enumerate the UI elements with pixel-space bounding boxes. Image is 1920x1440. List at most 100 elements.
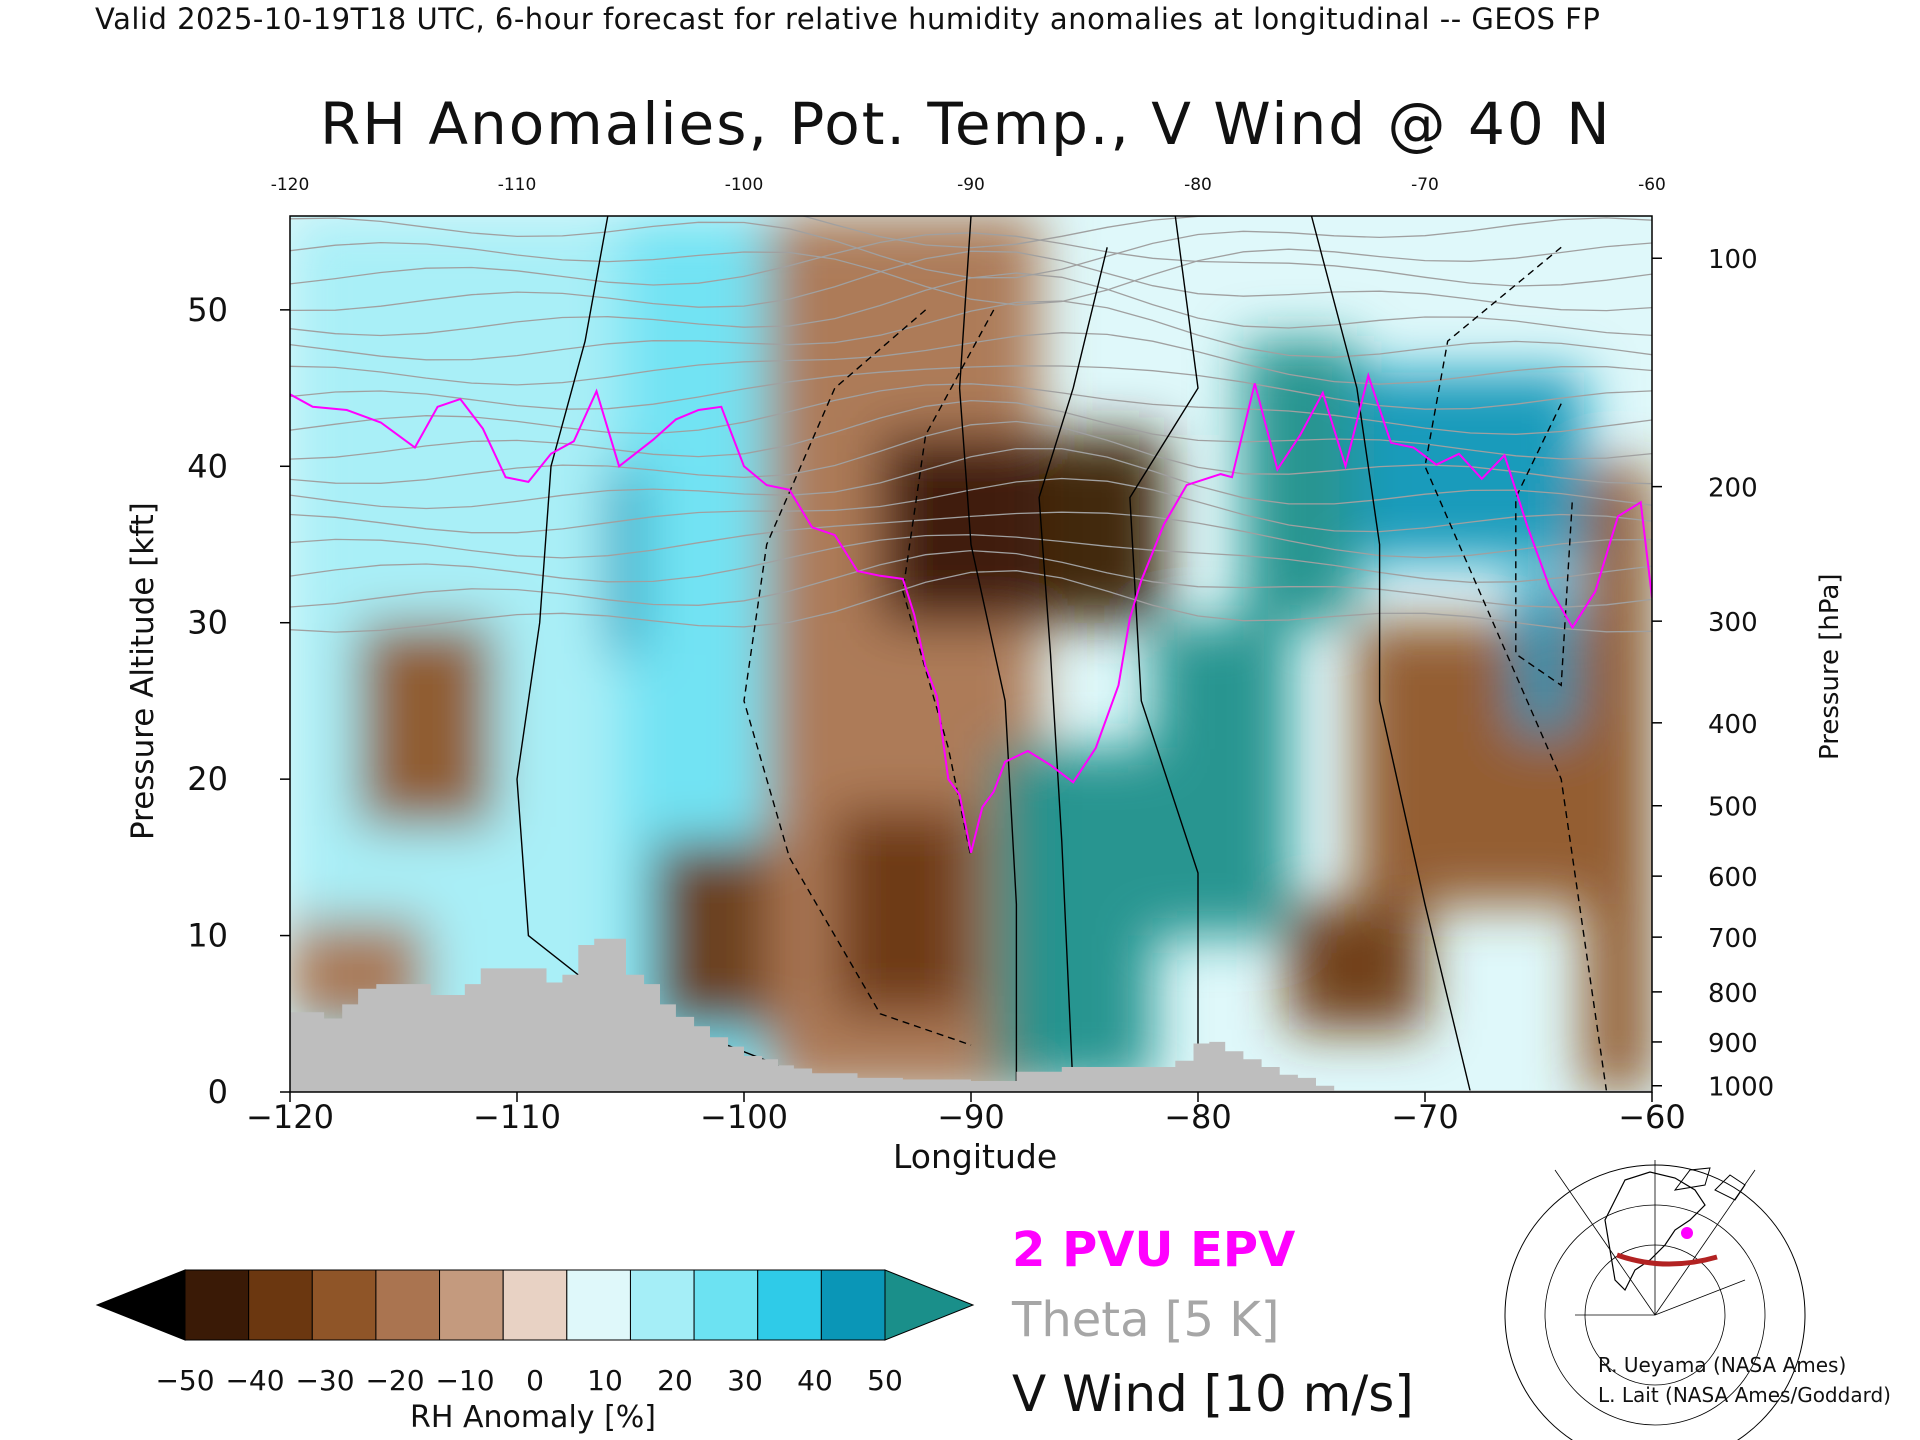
terrain-mask	[290, 938, 1652, 1092]
y-tick-label: 0	[208, 1073, 228, 1111]
theta-contour	[290, 45, 1652, 102]
v-wind-contour	[958, 216, 1018, 1092]
rh-anomaly-region	[358, 622, 495, 827]
theta-contour	[290, 399, 1652, 460]
pressure-tick-label: 900	[1708, 1029, 1758, 1059]
y-tick-label: 10	[187, 917, 228, 955]
credit-line-1: R. Ueyama (NASA Ames)	[1598, 1353, 1847, 1377]
colorbar-swatch	[629, 1269, 695, 1341]
colorbar-tick-label: −10	[435, 1364, 494, 1397]
y-axis-right-label: Pressure [hPa]	[1815, 573, 1845, 761]
y-tick-label: 30	[187, 604, 228, 642]
colorbar-swatch	[311, 1269, 377, 1341]
colorbar-swatch	[757, 1269, 822, 1341]
v-wind-contour	[743, 309, 972, 1046]
epv-2pvu-line	[290, 372, 1652, 853]
forecast-valid-line: Valid 2025-10-19T18 UTC, 6-hour forecast…	[95, 2, 1601, 36]
theta-contour	[290, 95, 1652, 156]
y-tick-label: 40	[187, 447, 228, 485]
theta-contour	[290, 70, 1652, 131]
theta-contour	[290, 332, 1652, 386]
theta-contour	[290, 447, 1652, 510]
top-x-tick-label: -110	[498, 175, 537, 195]
terrain-shape	[290, 938, 1652, 1092]
v-wind-contour	[1038, 247, 1108, 1092]
colorbar-tick-label: 50	[867, 1364, 903, 1397]
theta-contour	[290, 0, 1652, 41]
x-axis-label: Longitude	[893, 1137, 1058, 1176]
theta-contour	[290, 232, 1652, 287]
pressure-tick-label: 500	[1708, 793, 1758, 823]
y-axis-label: Pressure Altitude [kft]	[125, 502, 161, 840]
colorbar-tick-label: 30	[727, 1364, 763, 1397]
axes: −120 -120 −110 -110 −100 -100 −90 -90 −80 -80 −70 -…	[187, 175, 1774, 1136]
pressure-tick-label: 100	[1708, 245, 1758, 275]
x-tick-label: −80	[1164, 1098, 1232, 1136]
colorbar-tick-label: 10	[587, 1364, 623, 1397]
rh-anomaly-region	[880, 435, 1164, 623]
x-tick-label: −90	[937, 1098, 1005, 1136]
colorbar-tick-label: −20	[365, 1364, 424, 1397]
theta-contour	[290, 250, 1652, 312]
colorbar-tick-label: −50	[155, 1364, 214, 1397]
rh-anomaly-region	[1152, 622, 1289, 936]
legend-theta: Theta [5 K]	[1012, 1292, 1280, 1348]
theta-contour	[290, 300, 1652, 361]
legend-epv: 2 PVU EPV	[1012, 1222, 1296, 1278]
theta-contour	[290, 477, 1652, 534]
pressure-tick-label: 700	[1708, 924, 1758, 954]
colorbar-swatch	[184, 1269, 250, 1341]
pressure-tick-label: 300	[1708, 608, 1758, 638]
legend-v-wind: V Wind [10 m/s]	[1012, 1365, 1414, 1423]
top-x-tick-label: -100	[725, 175, 764, 195]
x-tick-label: −110	[473, 1098, 561, 1136]
rh-anomaly-region	[1243, 341, 1357, 623]
theta-contour	[290, 534, 1652, 583]
rh-anomaly-region	[1583, 466, 1652, 1092]
colorbar-tick-label: 0	[526, 1364, 544, 1397]
colorbar-under-triangle	[95, 1269, 186, 1341]
colorbar-tick-label: 20	[657, 1364, 693, 1397]
colorbar-swatch	[693, 1269, 759, 1341]
rh-anomaly-region	[1515, 575, 1573, 733]
rh-anomaly-region	[834, 810, 971, 1014]
colorbar-swatch	[502, 1269, 568, 1341]
rh-anomaly-region	[607, 466, 642, 654]
rh-anomaly-region	[993, 747, 1153, 1085]
x-tick-label: −60	[1618, 1098, 1686, 1136]
theta-contour	[290, 21, 1652, 69]
theta-contour	[290, 383, 1652, 435]
colorbar-swatch	[566, 1269, 631, 1341]
v-wind-contour	[1515, 403, 1574, 687]
rh-anomaly-region	[1288, 904, 1425, 1030]
y-tick-label: 20	[187, 760, 228, 798]
x-tick-label: −120	[246, 1098, 334, 1136]
theta-contour	[290, 0, 1652, 26]
top-x-tick-label: -60	[1638, 175, 1666, 195]
x-tick-label: −70	[1391, 1098, 1459, 1136]
theta-contour	[290, 119, 1652, 176]
top-x-tick-label: -80	[1184, 175, 1212, 195]
theta-contour	[290, 241, 1652, 306]
colorbar-over-triangle	[884, 1269, 975, 1341]
theta-contour	[290, 217, 1652, 279]
colorbar-swatch	[248, 1269, 313, 1341]
theta-contour	[290, 420, 1652, 485]
theta-contour	[290, 549, 1652, 608]
theta-contour	[290, 511, 1652, 559]
top-x-tick-label: -90	[957, 175, 985, 195]
v-wind-contours	[516, 216, 1608, 1092]
pressure-tick-label: 1000	[1708, 1073, 1774, 1103]
y-tick-label: 50	[187, 291, 228, 329]
colorbar-swatch	[375, 1269, 441, 1341]
pressure-tick-label: 200	[1708, 474, 1758, 504]
theta-contours	[290, 0, 1652, 633]
chart-title: RH Anomalies, Pot. Temp., V Wind @ 40 N	[320, 90, 1612, 158]
colorbar-tick-label: −30	[295, 1364, 354, 1397]
colorbar-tick-label: 40	[797, 1364, 833, 1397]
pressure-tick-label: 600	[1708, 863, 1758, 893]
colorbar-swatch	[439, 1269, 504, 1341]
v-wind-contour	[1310, 216, 1472, 1092]
colorbar-swatch	[820, 1269, 886, 1341]
